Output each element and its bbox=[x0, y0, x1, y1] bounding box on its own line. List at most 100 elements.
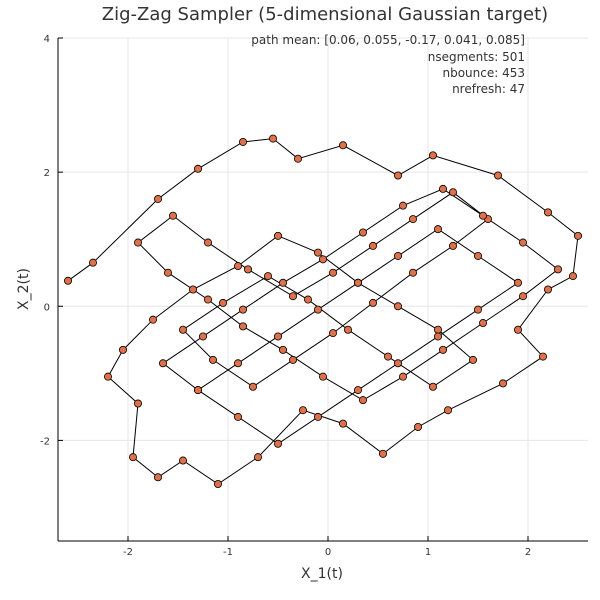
event-point bbox=[443, 406, 452, 415]
event-point bbox=[248, 382, 257, 391]
x-tick-label: 0 bbox=[325, 547, 331, 558]
event-point bbox=[163, 268, 172, 277]
annotation-block: path mean: [0.06, 0.055, -0.17, 0.041, 0… bbox=[251, 33, 525, 96]
event-point bbox=[428, 382, 437, 391]
event-point bbox=[233, 412, 242, 421]
event-point bbox=[193, 164, 202, 173]
event-point bbox=[273, 439, 282, 448]
event-point bbox=[328, 329, 337, 338]
event-point bbox=[203, 238, 212, 247]
event-point bbox=[288, 292, 297, 301]
event-point bbox=[433, 225, 442, 234]
event-point bbox=[398, 201, 407, 210]
event-point bbox=[438, 184, 447, 193]
x-axis-label: X_1(t) bbox=[301, 566, 343, 582]
event-point bbox=[438, 345, 447, 354]
event-point bbox=[288, 355, 297, 364]
event-point bbox=[393, 251, 402, 260]
y-axis-label: X_2(t) bbox=[16, 268, 32, 310]
event-point bbox=[148, 315, 157, 324]
event-point bbox=[574, 231, 583, 240]
event-point bbox=[448, 241, 457, 250]
event-point bbox=[218, 298, 227, 307]
event-point bbox=[383, 352, 392, 361]
event-point bbox=[498, 379, 507, 388]
tick-labels: -2 -1 0 1 2 -2 0 2 4 bbox=[40, 34, 531, 558]
event-point bbox=[428, 151, 437, 160]
gridlines bbox=[58, 37, 588, 541]
event-point bbox=[119, 345, 128, 354]
event-point bbox=[233, 359, 242, 368]
event-point bbox=[153, 194, 162, 203]
event-point bbox=[368, 298, 377, 307]
annotation-path-mean: path mean: [0.06, 0.055, -0.17, 0.041, 0… bbox=[251, 33, 525, 47]
event-point bbox=[554, 265, 563, 274]
event-point bbox=[238, 305, 247, 314]
event-point bbox=[473, 251, 482, 260]
event-point bbox=[238, 137, 247, 146]
event-point bbox=[293, 154, 302, 163]
event-point bbox=[398, 372, 407, 381]
event-point bbox=[343, 325, 352, 334]
event-point bbox=[273, 231, 282, 240]
x-tick-label: 2 bbox=[525, 547, 531, 558]
event-point bbox=[268, 134, 277, 143]
event-point bbox=[519, 238, 528, 247]
event-point bbox=[203, 295, 212, 304]
event-point bbox=[193, 386, 202, 395]
event-point bbox=[353, 386, 362, 395]
event-point bbox=[393, 171, 402, 180]
y-tick-label: 2 bbox=[44, 168, 50, 179]
event-point bbox=[393, 302, 402, 311]
event-point bbox=[253, 453, 262, 462]
event-point bbox=[303, 295, 312, 304]
event-point bbox=[544, 208, 553, 217]
event-point bbox=[408, 215, 417, 224]
event-point bbox=[393, 359, 402, 368]
event-point bbox=[128, 453, 137, 462]
event-point bbox=[358, 396, 367, 405]
event-point bbox=[273, 332, 282, 341]
y-tick-label: 0 bbox=[44, 302, 50, 313]
event-point bbox=[313, 248, 322, 257]
event-point bbox=[448, 188, 457, 197]
event-point bbox=[133, 238, 142, 247]
event-point bbox=[233, 262, 242, 271]
trajectory-line bbox=[67, 138, 579, 485]
event-point bbox=[213, 479, 222, 488]
event-point bbox=[318, 255, 327, 264]
event-point bbox=[64, 276, 73, 285]
event-point bbox=[368, 241, 377, 250]
x-tick-label: -2 bbox=[123, 547, 133, 558]
event-point bbox=[408, 268, 417, 277]
event-point bbox=[168, 211, 177, 220]
event-point bbox=[473, 305, 482, 314]
event-point bbox=[353, 278, 362, 287]
annotation-nrefresh: nrefresh: 47 bbox=[452, 82, 525, 96]
y-tick-label: 4 bbox=[44, 34, 50, 45]
annotation-nsegments: nsegments: 501 bbox=[428, 50, 525, 64]
event-point bbox=[243, 265, 252, 274]
event-point bbox=[263, 272, 272, 281]
x-tick-label: -1 bbox=[223, 547, 233, 558]
event-point bbox=[153, 473, 162, 482]
x-tick-label: 1 bbox=[425, 547, 431, 558]
event-point bbox=[433, 325, 442, 334]
event-point bbox=[514, 278, 523, 287]
event-point bbox=[338, 141, 347, 150]
event-point bbox=[413, 422, 422, 431]
event-point bbox=[104, 372, 113, 381]
axes bbox=[57, 37, 588, 542]
event-point bbox=[178, 456, 187, 465]
event-point bbox=[514, 325, 523, 334]
event-point bbox=[208, 355, 217, 364]
event-point bbox=[278, 345, 287, 354]
event-point bbox=[478, 211, 487, 220]
event-point bbox=[433, 332, 442, 341]
event-point bbox=[493, 171, 502, 180]
event-point bbox=[358, 228, 367, 237]
event-point bbox=[478, 319, 487, 328]
event-point bbox=[544, 285, 553, 294]
event-point bbox=[89, 258, 98, 267]
